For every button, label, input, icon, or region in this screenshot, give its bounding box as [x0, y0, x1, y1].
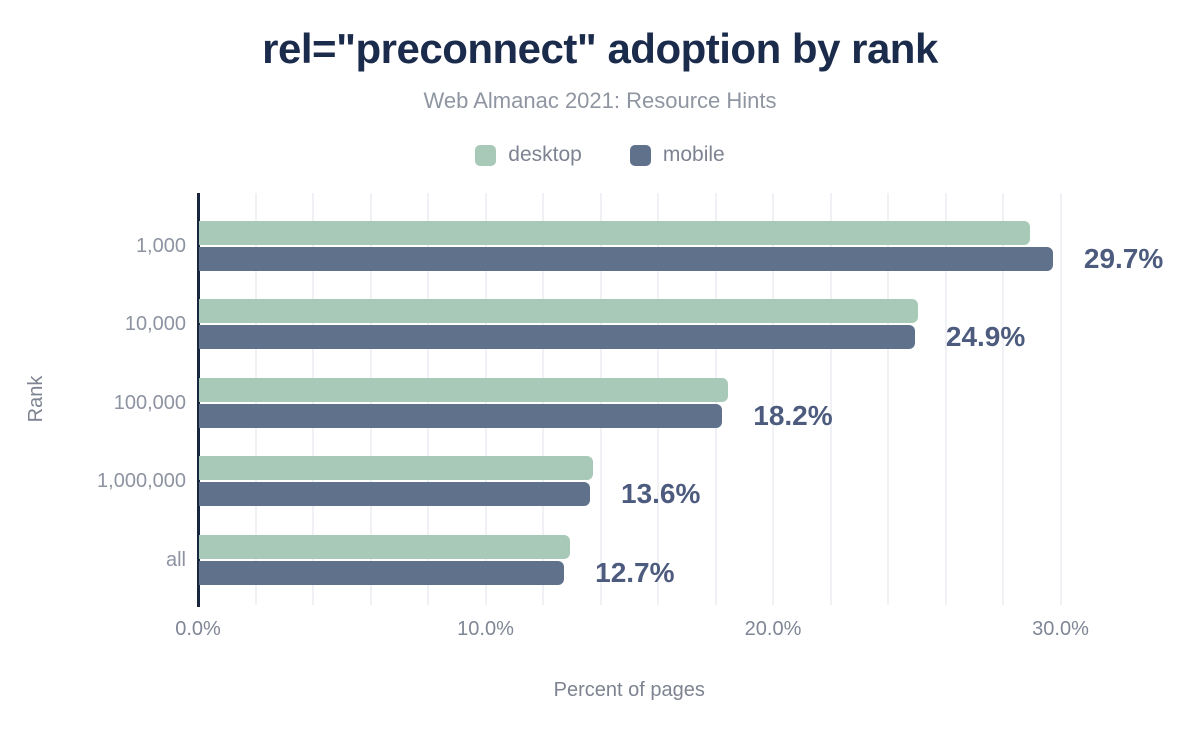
mobile-bar[interactable] — [199, 325, 915, 350]
mobile-bar[interactable] — [199, 247, 1053, 271]
x-axis-title: Percent of pages — [553, 679, 705, 701]
category-label: 100,000 — [113, 391, 186, 414]
value-label: 12.7% — [595, 556, 675, 588]
desktop-swatch-icon — [475, 144, 497, 166]
y-axis-title: Rank — [25, 375, 47, 423]
gridline — [772, 193, 774, 605]
legend: desktop mobile — [0, 143, 1200, 167]
desktop-bar[interactable] — [199, 299, 918, 324]
category-label: all — [165, 548, 186, 571]
category-label: 1,000,000 — [97, 470, 186, 493]
category-label: 1,000 — [135, 235, 186, 257]
chart-subtitle: Web Almanac 2021: Resource Hints — [423, 88, 777, 113]
chart-title: rel="preconnect" adoption by rank — [262, 25, 938, 72]
gridline — [887, 193, 889, 605]
legend-item-mobile: mobile — [629, 143, 725, 167]
value-label: 29.7% — [1083, 243, 1164, 274]
gridline — [829, 193, 832, 605]
category-label: 10,000 — [124, 313, 186, 336]
value-label: 18.2% — [753, 399, 833, 431]
x-tick-label: 0.0% — [175, 618, 221, 640]
mobile-swatch-icon — [629, 144, 651, 166]
value-label: 13.6% — [621, 478, 701, 510]
mobile-bar[interactable] — [199, 403, 723, 428]
desktop-bar[interactable] — [199, 377, 728, 402]
legend-label-mobile: mobile — [662, 143, 725, 166]
gridline — [944, 193, 947, 605]
x-tick-label: 10.0% — [457, 618, 514, 640]
x-tick-label: 20.0% — [744, 618, 802, 640]
mobile-bar[interactable] — [199, 560, 565, 585]
mobile-bar[interactable] — [199, 482, 590, 507]
gridline — [1059, 193, 1062, 605]
x-tick-label: 30.0% — [1032, 618, 1089, 640]
desktop-bar[interactable] — [199, 534, 570, 559]
y-axis-line — [196, 193, 200, 607]
legend-item-desktop: desktop — [475, 143, 582, 167]
gridline — [1002, 193, 1004, 605]
desktop-bar[interactable] — [199, 456, 593, 481]
legend-label-desktop: desktop — [508, 143, 582, 166]
desktop-bar[interactable] — [199, 221, 1030, 245]
value-label: 24.9% — [945, 321, 1026, 353]
